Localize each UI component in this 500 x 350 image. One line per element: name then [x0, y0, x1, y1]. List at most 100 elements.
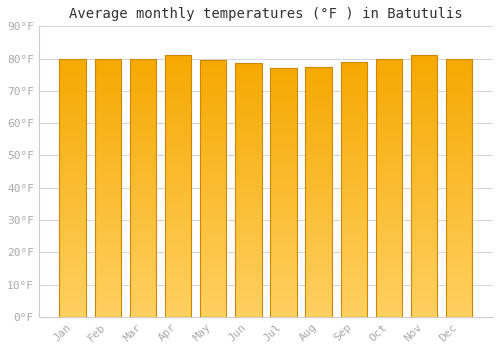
- Bar: [446, 182, 472, 185]
- Bar: [130, 79, 156, 82]
- Bar: [270, 285, 296, 287]
- Bar: [270, 222, 296, 225]
- Bar: [411, 197, 438, 199]
- Bar: [130, 299, 156, 301]
- Bar: [376, 188, 402, 190]
- Bar: [446, 262, 472, 265]
- Bar: [200, 250, 226, 253]
- Bar: [200, 212, 226, 214]
- Bar: [130, 286, 156, 288]
- Bar: [165, 189, 191, 191]
- Bar: [446, 92, 472, 95]
- Bar: [411, 74, 438, 76]
- Bar: [446, 69, 472, 71]
- Bar: [235, 132, 262, 134]
- Bar: [376, 152, 402, 154]
- Bar: [130, 242, 156, 245]
- Bar: [270, 100, 296, 103]
- Bar: [306, 219, 332, 222]
- Bar: [200, 217, 226, 219]
- Bar: [235, 236, 262, 238]
- Bar: [200, 281, 226, 284]
- Bar: [130, 180, 156, 182]
- Bar: [270, 220, 296, 222]
- Bar: [446, 273, 472, 275]
- Bar: [200, 258, 226, 260]
- Bar: [411, 210, 438, 212]
- Bar: [306, 304, 332, 307]
- Bar: [94, 131, 121, 133]
- Bar: [270, 140, 296, 143]
- Bar: [411, 84, 438, 87]
- Bar: [446, 149, 472, 152]
- Bar: [376, 164, 402, 167]
- Bar: [200, 284, 226, 286]
- Bar: [165, 110, 191, 113]
- Bar: [306, 277, 332, 279]
- Bar: [94, 237, 121, 239]
- Bar: [446, 64, 472, 66]
- Bar: [200, 117, 226, 119]
- Bar: [270, 175, 296, 177]
- Bar: [60, 260, 86, 262]
- Bar: [376, 167, 402, 170]
- Bar: [235, 243, 262, 246]
- Bar: [270, 71, 296, 73]
- Bar: [376, 304, 402, 307]
- Bar: [376, 219, 402, 221]
- Bar: [411, 215, 438, 217]
- Bar: [200, 224, 226, 227]
- Bar: [306, 174, 332, 177]
- Bar: [200, 232, 226, 235]
- Bar: [200, 266, 226, 268]
- Bar: [270, 272, 296, 274]
- Bar: [130, 211, 156, 213]
- Bar: [60, 95, 86, 97]
- Bar: [411, 283, 438, 286]
- Bar: [411, 128, 438, 131]
- Bar: [306, 144, 332, 147]
- Bar: [94, 108, 121, 110]
- Bar: [130, 123, 156, 126]
- Bar: [60, 283, 86, 286]
- Bar: [446, 185, 472, 188]
- Bar: [270, 265, 296, 267]
- Bar: [411, 118, 438, 121]
- Bar: [340, 103, 367, 105]
- Bar: [60, 116, 86, 118]
- Bar: [376, 262, 402, 265]
- Bar: [446, 110, 472, 113]
- Bar: [165, 131, 191, 134]
- Bar: [60, 175, 86, 177]
- Bar: [60, 92, 86, 95]
- Bar: [60, 224, 86, 226]
- Bar: [376, 203, 402, 206]
- Bar: [306, 247, 332, 249]
- Bar: [306, 117, 332, 119]
- Bar: [165, 160, 191, 162]
- Bar: [94, 77, 121, 79]
- Bar: [235, 205, 262, 208]
- Bar: [60, 182, 86, 185]
- Bar: [270, 153, 296, 155]
- Bar: [411, 162, 438, 165]
- Bar: [411, 147, 438, 149]
- Bar: [306, 94, 332, 97]
- Bar: [340, 98, 367, 100]
- Bar: [60, 133, 86, 136]
- Bar: [446, 144, 472, 146]
- Bar: [446, 314, 472, 317]
- Bar: [306, 279, 332, 282]
- Bar: [130, 221, 156, 224]
- Bar: [94, 74, 121, 77]
- Bar: [60, 71, 86, 74]
- Bar: [306, 272, 332, 274]
- Bar: [446, 164, 472, 167]
- Bar: [165, 162, 191, 165]
- Bar: [340, 90, 367, 92]
- Bar: [165, 220, 191, 223]
- Bar: [165, 61, 191, 63]
- Bar: [165, 275, 191, 278]
- Bar: [235, 276, 262, 279]
- Bar: [411, 299, 438, 301]
